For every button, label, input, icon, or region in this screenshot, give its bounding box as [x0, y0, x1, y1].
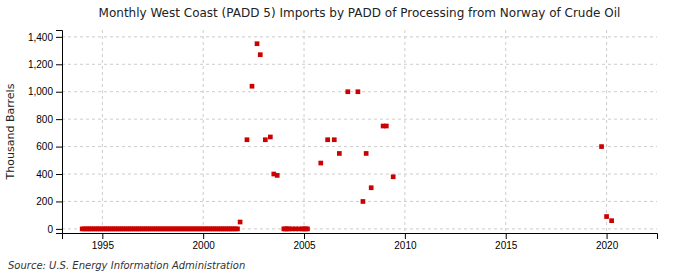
point — [356, 89, 361, 94]
grid-line — [62, 146, 657, 147]
tick: 800 — [36, 114, 62, 125]
grid-line — [404, 30, 405, 233]
grid-line — [304, 30, 305, 233]
point — [263, 137, 268, 142]
tick-label: 200 — [36, 196, 53, 207]
annotation: Source: U.S. Energy Information Administ… — [8, 260, 245, 271]
point — [250, 84, 255, 89]
tick-label: 2015 — [495, 240, 518, 251]
axis-line — [63, 234, 658, 240]
tick-mark — [56, 64, 62, 65]
grid-line — [505, 30, 506, 233]
point — [305, 227, 310, 232]
tick-mark — [405, 233, 406, 239]
y-axis: 0 200 400 600 800 1,000 1,200 1,400 — [28, 31, 63, 235]
tick: 2020 — [596, 233, 619, 251]
tick-mark — [607, 233, 608, 239]
title: Monthly West Coast (PADD 5) Imports by P… — [99, 6, 621, 20]
tick-mark — [56, 174, 62, 175]
tick-label: 1,200 — [28, 59, 53, 70]
point — [337, 151, 342, 156]
point — [235, 227, 240, 232]
grid — [62, 30, 657, 233]
tick: 200 — [36, 196, 62, 207]
point — [604, 214, 609, 219]
tick-mark — [506, 233, 507, 239]
tick: 1,000 — [28, 86, 62, 97]
points — [80, 41, 614, 231]
tick-label: 800 — [36, 114, 53, 125]
point — [609, 218, 614, 223]
point — [332, 137, 337, 142]
tick: 2005 — [293, 233, 316, 251]
tick-label: 2005 — [293, 240, 316, 251]
y-axis-label: Thousand Barrels — [4, 83, 17, 180]
tick-mark — [102, 233, 103, 239]
tick-label: 2000 — [193, 240, 216, 251]
point — [369, 185, 374, 190]
point — [258, 52, 263, 57]
tick-mark — [203, 233, 204, 239]
tick: 600 — [36, 141, 62, 152]
tick: 400 — [36, 169, 62, 180]
point — [361, 199, 366, 204]
grid-line — [62, 201, 657, 202]
point — [364, 151, 369, 156]
tick-label: 2010 — [394, 240, 417, 251]
tick-label: 2020 — [596, 240, 619, 251]
tick-mark — [304, 233, 305, 239]
tick-label: 600 — [36, 141, 53, 152]
point — [238, 220, 243, 225]
chart: 1995 2000 2005 2010 2015 2020 0 200 400 600 800 1,0… — [0, 0, 675, 275]
grid-line — [62, 174, 657, 175]
point — [255, 41, 260, 46]
point — [391, 174, 396, 179]
grid-line — [102, 30, 103, 233]
tick-mark — [56, 92, 62, 93]
tick-label: 400 — [36, 169, 53, 180]
x-axis: 1995 2000 2005 2010 2015 2020 — [63, 233, 658, 251]
tick-mark — [56, 37, 62, 38]
tick-label: 1,400 — [28, 32, 53, 43]
grid-line — [62, 36, 657, 37]
point — [345, 89, 350, 94]
tick: 2015 — [495, 233, 518, 251]
point — [268, 135, 273, 140]
tick-mark — [56, 201, 62, 202]
point — [275, 173, 280, 178]
point — [599, 144, 604, 149]
tick-mark — [56, 147, 62, 148]
grid-line — [62, 64, 657, 65]
point — [245, 137, 250, 142]
grid-line — [203, 30, 204, 233]
point — [325, 137, 330, 142]
tick-label: 1995 — [92, 240, 115, 251]
tick: 1,400 — [28, 32, 62, 43]
tick: 1,200 — [28, 59, 62, 70]
point — [318, 161, 323, 166]
grid-line — [606, 30, 607, 233]
point — [384, 124, 389, 129]
tick: 0 — [47, 224, 62, 235]
axis-line — [56, 31, 63, 234]
tick: 2000 — [193, 233, 216, 251]
grid-line — [62, 119, 657, 120]
tick-label: 1,000 — [28, 86, 53, 97]
tick: 1995 — [92, 233, 115, 251]
tick: 2010 — [394, 233, 417, 251]
tick-mark — [56, 229, 62, 230]
tick-mark — [56, 119, 62, 120]
tick-label: 0 — [47, 224, 53, 235]
plot-area: 1995 2000 2005 2010 2015 2020 0 200 400 600 800 1,0… — [28, 30, 658, 251]
